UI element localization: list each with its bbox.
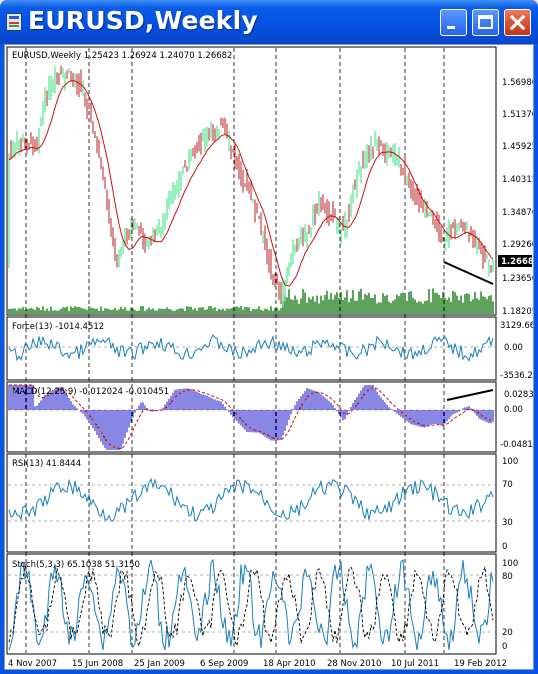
chart-canvas[interactable]: EURUSD,Weekly 1.25423 1.26924 1.24070 1.…: [5, 45, 533, 669]
chart-window-icon[interactable]: [6, 13, 22, 31]
force-axis: 3129.662 0.00 -3536.23: [500, 321, 533, 381]
volume-bars: [8, 288, 494, 314]
price-tick: 1.45925: [502, 142, 533, 152]
time-tick: 4 Nov 2007: [8, 659, 57, 669]
force-tick: 3129.662: [500, 321, 533, 331]
macd-tick: 0.00: [504, 405, 523, 415]
maximize-button[interactable]: [472, 9, 499, 36]
time-tick: 15 Jun 2008: [72, 659, 123, 669]
price-tick: 1.23650: [502, 274, 533, 284]
rsi-panel-label: RSI(13) 41.8444: [12, 459, 81, 469]
time-tick: 25 Jan 2009: [134, 659, 185, 669]
stochastic-signal-line: [8, 565, 494, 648]
moving-average-line: [8, 80, 494, 287]
rsi-axis: 100 70 30 0: [502, 457, 518, 552]
price-bars: [8, 65, 494, 307]
time-tick: 6 Sep 2009: [200, 659, 248, 669]
stoch-panel-label: Stoch(5,3,3) 65.1038 51.3150: [12, 560, 140, 570]
stoch-tick: 0: [502, 642, 507, 652]
macd-signal-line: [9, 384, 494, 450]
time-tick: 19 Feb 2012: [454, 659, 507, 669]
stochastic-main-line: [8, 558, 494, 651]
rsi-panel[interactable]: [6, 453, 497, 553]
price-tick: 1.34870: [502, 208, 533, 218]
stoch-axis: 100 80 20 0: [502, 559, 518, 652]
time-tick: 28 Nov 2010: [327, 659, 381, 669]
current-price-marker: [498, 255, 532, 267]
price-panel-label: EURUSD,Weekly 1.25423 1.26924 1.24070 1.…: [12, 51, 232, 61]
force-tick: 0.00: [504, 343, 523, 353]
price-tick: 1.29260: [502, 240, 533, 250]
minimize-button[interactable]: [440, 9, 467, 36]
force-panel-label: Force(13) -1014.4512: [12, 322, 104, 332]
rsi-tick: 100: [502, 457, 518, 467]
rsi-line: [8, 477, 494, 522]
price-axis: 1.56980 1.51370 1.45925 1.40315 1.34870 …: [502, 78, 533, 317]
macd-trendline[interactable]: [446, 389, 494, 401]
macd-tick: -0.04819: [500, 440, 533, 450]
title-bar[interactable]: EURUSD,Weekly: [0, 0, 538, 44]
force-tick: -3536.23: [500, 371, 533, 381]
chart-area[interactable]: EURUSD,Weekly 1.25423 1.26924 1.24070 1.…: [4, 44, 534, 670]
current-price-value: 1.26682: [501, 257, 533, 267]
price-tick: 1.40315: [502, 175, 533, 185]
force-index-line: [8, 334, 494, 362]
rsi-tick: 0: [502, 542, 507, 552]
price-tick: 1.18205: [502, 307, 533, 317]
stoch-tick: 80: [502, 572, 513, 582]
time-tick: 18 Apr 2010: [263, 659, 316, 669]
price-trendline[interactable]: [443, 261, 494, 285]
macd-tick: 0.02838: [504, 390, 533, 400]
price-tick: 1.56980: [502, 78, 533, 88]
stoch-tick: 20: [502, 628, 513, 638]
time-tick: 10 Jul 2011: [391, 659, 439, 669]
period-separators: [25, 48, 445, 653]
macd-panel-label: MACD(12,26,9) -0.012024 -0.010451: [12, 387, 169, 397]
rsi-tick: 30: [502, 518, 513, 528]
force-panel[interactable]: [6, 316, 497, 381]
window-title: EURUSD,Weekly: [28, 6, 258, 35]
stoch-tick: 100: [502, 559, 518, 569]
time-axis: 4 Nov 2007 15 Jun 2008 25 Jan 2009 6 Sep…: [8, 659, 507, 669]
rsi-tick: 70: [502, 480, 513, 490]
close-button[interactable]: [504, 9, 531, 36]
price-tick: 1.51370: [502, 110, 533, 120]
macd-axis: 0.02838 0.00 -0.04819: [500, 390, 533, 450]
